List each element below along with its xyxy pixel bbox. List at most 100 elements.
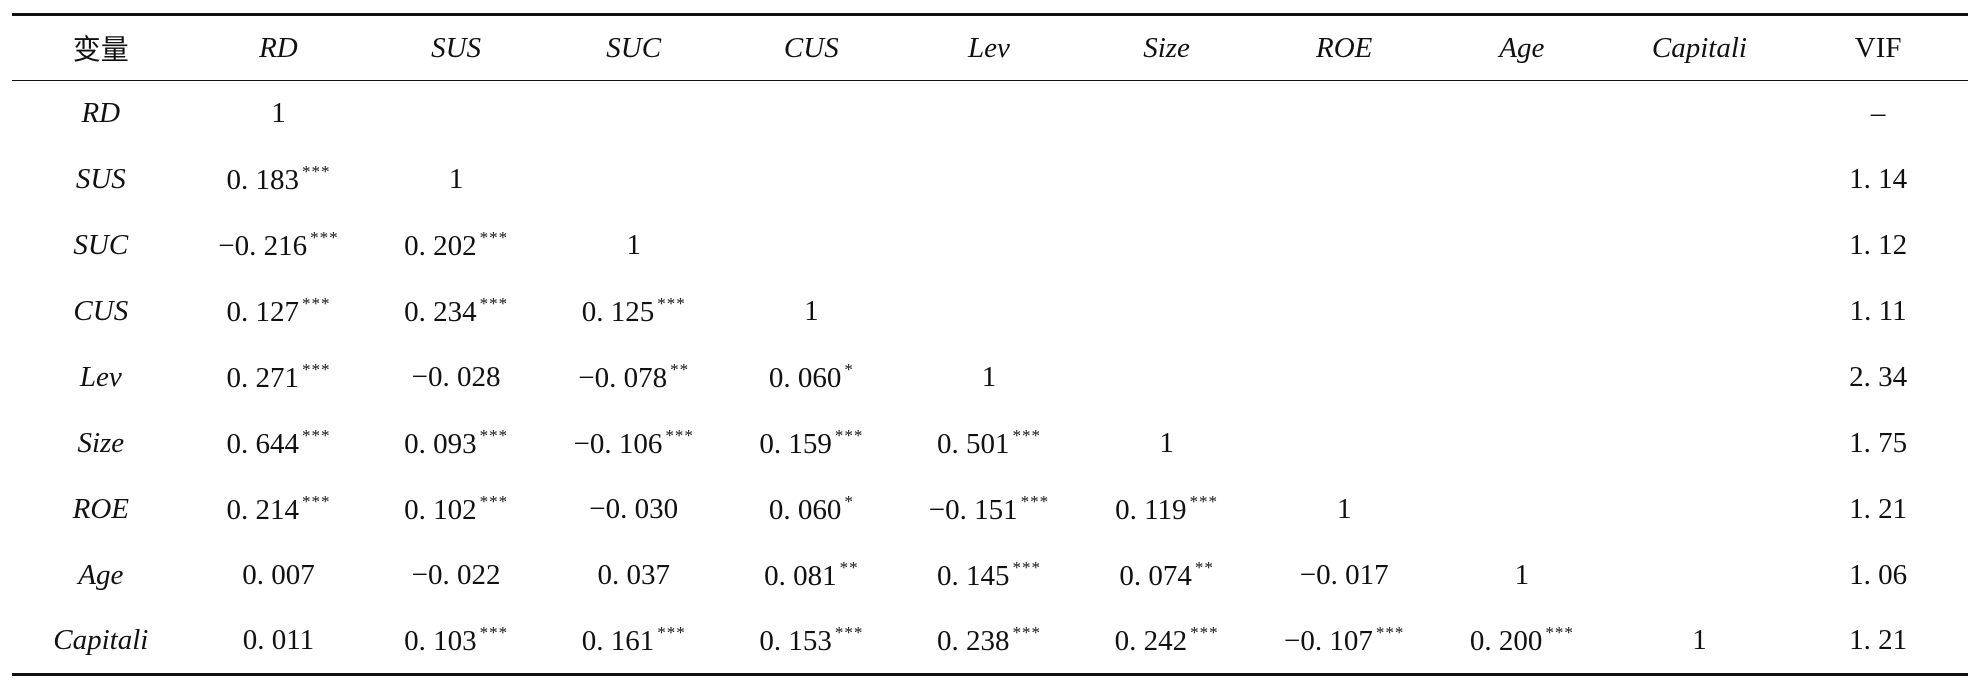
- correlation-cell: [1611, 477, 1789, 543]
- table-row: RD 1 –: [12, 81, 1968, 147]
- column-header: Size: [1143, 31, 1190, 64]
- row-variable-label: SUC: [73, 229, 129, 261]
- vif-value: 1. 21: [1849, 493, 1908, 525]
- correlation-cell: [1611, 147, 1789, 213]
- correlation-value: 0. 271: [226, 362, 299, 394]
- correlation-cell: −0. 078 **: [545, 345, 723, 411]
- correlation-value: 0. 238: [936, 625, 1010, 658]
- correlation-cell: [1078, 213, 1256, 279]
- correlation-value: −0. 028: [411, 361, 501, 393]
- significance-stars: ***: [301, 294, 331, 313]
- correlation-cell: 0. 200 ***: [1433, 609, 1611, 675]
- column-header: CUS: [783, 31, 839, 64]
- significance-stars: **: [839, 558, 859, 577]
- correlation-cell: [1433, 213, 1611, 279]
- correlation-cell: 0. 145 ***: [900, 543, 1078, 609]
- significance-stars: ***: [657, 294, 686, 313]
- table-row: ROE 0. 214 *** 0. 102 *** −0. 030 0. 060 * −0. 1…: [12, 477, 1968, 543]
- correlation-cell: −0. 151 ***: [900, 477, 1078, 543]
- significance-stars: ***: [1012, 558, 1041, 577]
- table-row: Size 0. 644 *** 0. 093 *** −0. 106 *** 0. 159 **…: [12, 411, 1968, 477]
- correlation-cell: [1078, 81, 1256, 147]
- correlation-cell: 0. 183 ***: [190, 147, 368, 213]
- correlation-cell: 1: [367, 147, 545, 213]
- correlation-cell: −0. 106 ***: [545, 411, 723, 477]
- correlation-cell: 0. 242 ***: [1078, 609, 1256, 675]
- correlation-cell: [1078, 345, 1256, 411]
- correlation-value: 0. 102: [404, 494, 477, 526]
- table-header: 变量 RD SUS SUC CUS Lev Size ROE Age Capitali VIF: [12, 14, 1968, 81]
- correlation-cell: [1255, 147, 1433, 213]
- table-row: Lev 0. 271 *** −0. 028 −0. 078 ** 0. 060 * 1 2. 3…: [12, 345, 1968, 411]
- correlation-cell: [1078, 279, 1256, 345]
- column-header: 变量: [72, 33, 129, 66]
- column-header: SUS: [431, 31, 482, 64]
- correlation-value: −0. 216: [218, 230, 308, 262]
- correlation-value: 1: [1514, 559, 1530, 591]
- significance-stars: ***: [479, 426, 509, 445]
- correlation-value: 0. 093: [404, 428, 477, 460]
- significance-stars: ***: [301, 426, 331, 445]
- correlation-cell: [1611, 345, 1789, 411]
- table-row: SUC −0. 216 *** 0. 202 *** 1 1. 12: [12, 213, 1968, 279]
- column-header: SUC: [606, 31, 662, 64]
- correlation-cell: [545, 147, 723, 213]
- vif-value: 1. 12: [1849, 229, 1908, 261]
- correlation-cell: [1433, 345, 1611, 411]
- correlation-cell: 1: [1433, 543, 1611, 609]
- significance-stars: ***: [665, 426, 694, 445]
- correlation-cell: 0. 202 ***: [367, 213, 545, 279]
- correlation-value: 1: [981, 361, 997, 393]
- correlation-value: 0. 127: [226, 296, 299, 328]
- correlation-value: 1: [626, 229, 641, 261]
- correlation-value: 0. 501: [936, 428, 1010, 460]
- correlation-cell: 0. 007: [190, 543, 368, 609]
- significance-stars: ***: [479, 492, 509, 511]
- column-header: Lev: [968, 31, 1010, 64]
- significance-stars: ***: [1020, 492, 1050, 511]
- correlation-value: 0. 202: [404, 230, 477, 262]
- correlation-cell: [1611, 411, 1789, 477]
- correlation-cell: 0. 125 ***: [545, 279, 723, 345]
- row-variable-label: ROE: [72, 493, 129, 525]
- correlation-cell: [1433, 477, 1611, 543]
- correlation-cell: 0. 234 ***: [367, 279, 545, 345]
- correlation-value: −0. 151: [928, 494, 1018, 526]
- correlation-table-container: 变量 RD SUS SUC CUS Lev Size ROE Age Capitali VIF RD…: [12, 13, 1968, 676]
- correlation-cell: [1255, 345, 1433, 411]
- table-body: RD 1– SUS 0. 183 *** 1 1. 14 SUC −0. 216 *** 0. 20…: [12, 81, 1968, 675]
- row-variable-label: Size: [77, 427, 125, 459]
- correlation-value: 0. 214: [226, 494, 299, 526]
- correlation-cell: −0. 017: [1255, 543, 1433, 609]
- correlation-cell: 0. 501 ***: [900, 411, 1078, 477]
- correlation-value: 0. 153: [759, 625, 832, 658]
- column-header: ROE: [1316, 31, 1373, 64]
- vif-value: –: [1870, 97, 1886, 130]
- correlation-cell: −0. 030: [545, 477, 723, 543]
- correlation-value: 0. 060: [768, 362, 842, 394]
- table-row: Age 0. 007 −0. 022 0. 037 0. 081 ** 0. 145 *** 0…: [12, 543, 1968, 609]
- correlation-value: 0. 183: [226, 164, 299, 196]
- correlation-cell: 0. 214 ***: [190, 477, 368, 543]
- significance-stars: ***: [310, 228, 339, 247]
- significance-stars: ***: [1375, 623, 1405, 643]
- correlation-cell: [1255, 213, 1433, 279]
- correlation-cell: [1255, 411, 1433, 477]
- correlation-cell: 0. 161 ***: [545, 609, 723, 675]
- correlation-cell: 0. 102 ***: [367, 477, 545, 543]
- significance-stars: ***: [834, 623, 864, 643]
- significance-stars: ***: [1190, 623, 1219, 643]
- correlation-cell: 1: [190, 81, 368, 147]
- correlation-cell: [1255, 81, 1433, 147]
- correlation-cell: 1: [900, 345, 1078, 411]
- significance-stars: **: [1194, 558, 1214, 577]
- vif-value: 2. 34: [1849, 361, 1908, 393]
- column-header: RD: [259, 31, 298, 64]
- correlation-cell: [723, 147, 901, 213]
- header-row: 变量 RD SUS SUC CUS Lev Size ROE Age Capitali VIF: [12, 14, 1968, 81]
- table-row: Capitali 0. 011 0. 103 *** 0. 161 *** 0. 153 **…: [12, 609, 1968, 675]
- correlation-cell: [545, 81, 723, 147]
- table-row: SUS 0. 183 *** 1 1. 14: [12, 147, 1968, 213]
- correlation-value: 0. 145: [936, 560, 1010, 592]
- correlation-cell: [1611, 81, 1789, 147]
